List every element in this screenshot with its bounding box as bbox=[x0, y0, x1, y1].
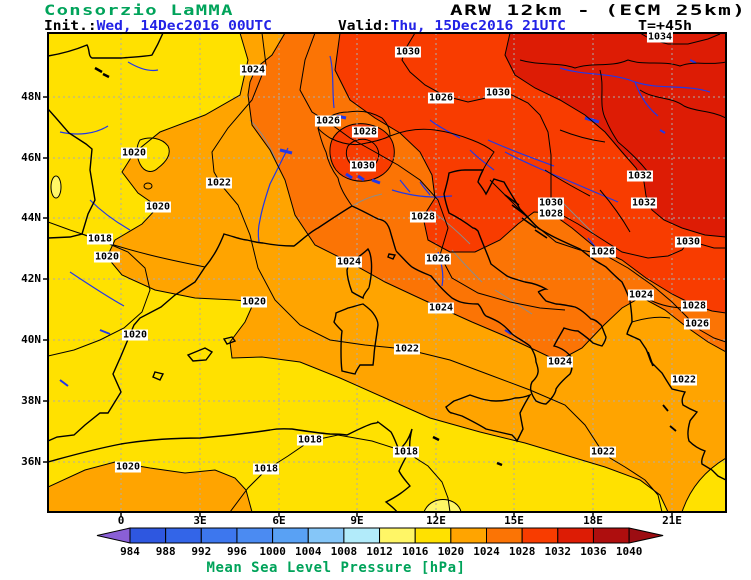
colorbar-caption: Mean Sea Level Pressure [hPa] bbox=[206, 560, 466, 576]
isobar-label: 1018 bbox=[392, 446, 420, 458]
map-canvas bbox=[48, 33, 726, 512]
isobar-label: 1022 bbox=[205, 177, 233, 189]
colorbar-value: 1040 bbox=[615, 545, 643, 558]
isobar-label: 1032 bbox=[630, 197, 658, 209]
valid-label: Valid: bbox=[338, 19, 391, 34]
isobar-label: 1022 bbox=[670, 374, 698, 386]
isobar-label: 1028 bbox=[409, 211, 437, 223]
graticule bbox=[48, 33, 726, 512]
isobar-label: 1032 bbox=[626, 170, 654, 182]
lon-label: 3E bbox=[193, 514, 207, 527]
isobar-label: 1018 bbox=[86, 233, 114, 245]
isobar-label: 1024 bbox=[627, 289, 655, 301]
init-label: Init.: bbox=[44, 19, 97, 34]
colorbar-value: 1008 bbox=[330, 545, 358, 558]
lon-label: 12E bbox=[426, 514, 446, 527]
regional-borders bbox=[249, 119, 597, 315]
isobar-label: 1020 bbox=[114, 461, 142, 473]
isobar-label: 1030 bbox=[537, 197, 565, 209]
colorbar-value: 1000 bbox=[259, 545, 286, 558]
lat-label: 46N bbox=[21, 151, 41, 164]
lon-label: 9E bbox=[350, 514, 364, 527]
coastlines bbox=[48, 33, 726, 512]
colorbar-value: 988 bbox=[155, 545, 176, 558]
valid-time: Valid:Thu, 15Dec2016 21UTC bbox=[338, 19, 566, 34]
lead-time: T=+45h bbox=[637, 19, 692, 34]
national-borders bbox=[81, 59, 726, 323]
colorbar-value: 1036 bbox=[580, 545, 607, 558]
colorbar-value: 1004 bbox=[295, 545, 322, 558]
fill-se-yellow bbox=[682, 458, 726, 512]
isobar-label: 1020 bbox=[93, 251, 121, 263]
colorbar-value: 1012 bbox=[366, 545, 393, 558]
fill-pale-west bbox=[50, 175, 62, 199]
isobar-label: 1026 bbox=[683, 318, 711, 330]
lat-label: 40N bbox=[21, 333, 41, 346]
init-time: Init.:Wed, 14Dec2016 00UTC bbox=[44, 19, 272, 34]
lon-label: 15E bbox=[504, 514, 524, 527]
colorbar-value: 1024 bbox=[473, 545, 500, 558]
isobar-label: 1028 bbox=[680, 300, 708, 312]
map-frame bbox=[47, 32, 727, 513]
isobar-label: 1018 bbox=[296, 434, 324, 446]
isobar-label: 1020 bbox=[144, 201, 172, 213]
lon-label: 0 bbox=[117, 514, 125, 527]
isobar-label: 1024 bbox=[239, 64, 267, 76]
isobar-label: 1020 bbox=[240, 296, 268, 308]
isobar-label: 1020 bbox=[121, 329, 149, 341]
isobar-label: 1026 bbox=[424, 253, 452, 265]
lat-label: 38N bbox=[21, 394, 41, 407]
colorbar-value: 984 bbox=[120, 545, 140, 558]
brand-title: Consorzio LaMMA bbox=[44, 3, 234, 19]
colorbar bbox=[96, 527, 664, 544]
lat-label: 48N bbox=[21, 90, 41, 103]
isobar-label: 1020 bbox=[120, 147, 148, 159]
lon-label: 6E bbox=[272, 514, 286, 527]
fill-1032-1036 bbox=[505, 33, 726, 237]
isobar-label: 1026 bbox=[589, 246, 617, 258]
isobar-label: 1030 bbox=[674, 236, 702, 248]
isobar-label: 1026 bbox=[427, 92, 455, 104]
colorbar-value: 1032 bbox=[544, 545, 572, 558]
colorbar-value: 996 bbox=[227, 545, 247, 558]
isobar-label: 1028 bbox=[351, 126, 379, 138]
isobar-label: 1034 bbox=[646, 31, 674, 43]
lon-label: 21E bbox=[662, 514, 682, 527]
colorbar-value: 992 bbox=[191, 545, 212, 558]
fill-alps-high bbox=[329, 123, 395, 182]
isobar-label: 1024 bbox=[427, 302, 455, 314]
model-title: ARW 12km - (ECM 25km) bbox=[449, 3, 746, 19]
lat-label: 44N bbox=[21, 211, 41, 224]
isobar-label: 1024 bbox=[335, 256, 363, 268]
lon-label: 18E bbox=[583, 514, 603, 527]
fill-africa-1020 bbox=[48, 462, 252, 512]
isobar-label: 1030 bbox=[484, 87, 512, 99]
outer-ticks bbox=[43, 96, 673, 517]
lat-label: 42N bbox=[21, 272, 41, 285]
isobar-label: 1024 bbox=[546, 356, 574, 368]
contour-small-oval bbox=[143, 182, 153, 190]
isobar-label: 1028 bbox=[537, 208, 565, 220]
init-value: Wed, 14Dec2016 00UTC bbox=[96, 19, 272, 34]
valid-value: Thu, 15Dec2016 21UTC bbox=[390, 19, 566, 34]
isobar-label: 1030 bbox=[394, 46, 422, 58]
isobar-label: 1018 bbox=[252, 463, 280, 475]
colorbar-value: 1028 bbox=[508, 545, 536, 558]
isobar-label: 1022 bbox=[393, 343, 421, 355]
isobar-label: 1026 bbox=[314, 115, 342, 127]
lat-label: 36N bbox=[21, 455, 41, 468]
colorbar-value: 1020 bbox=[437, 545, 465, 558]
isobar-label: 1030 bbox=[349, 160, 377, 172]
colorbar-value: 1016 bbox=[401, 545, 429, 558]
isobar-label: 1022 bbox=[589, 446, 617, 458]
